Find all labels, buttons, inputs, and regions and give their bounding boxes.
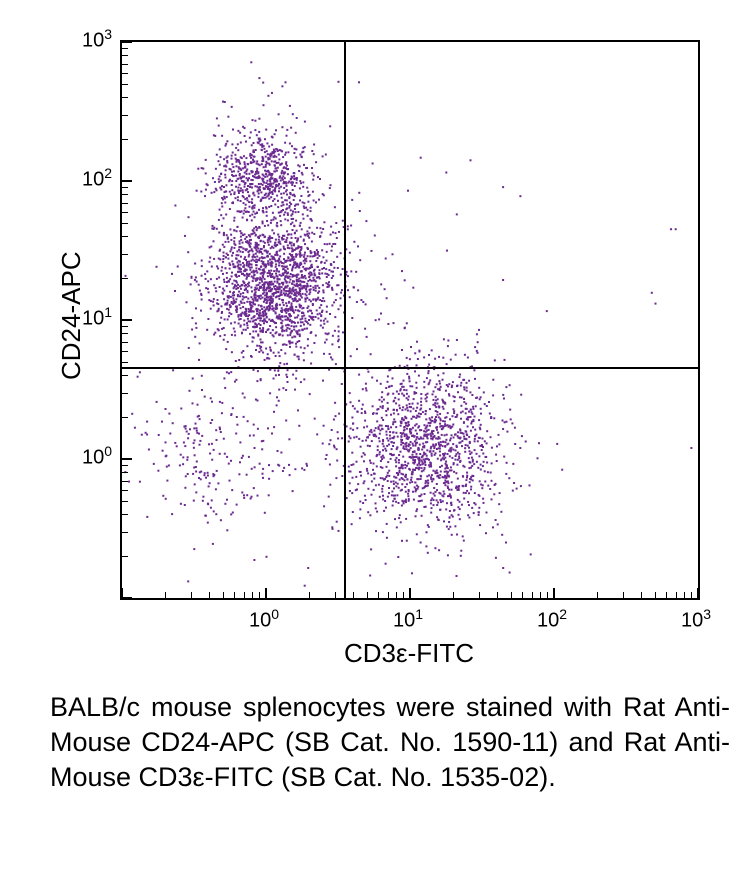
figure-caption: BALB/c mouse splenocytes were stained wi…: [50, 690, 730, 795]
scatter-points: [122, 42, 698, 598]
x-axis-label: CD3ε-FITC: [344, 638, 474, 669]
flow-cytometry-chart: 100101102103 100101102103 CD3ε-FITC CD24…: [30, 20, 730, 680]
plot-area: [120, 40, 700, 600]
quadrant-horizontal-line: [122, 367, 698, 369]
y-axis-label: CD24-APC: [56, 251, 87, 380]
quadrant-vertical-line: [344, 42, 346, 598]
